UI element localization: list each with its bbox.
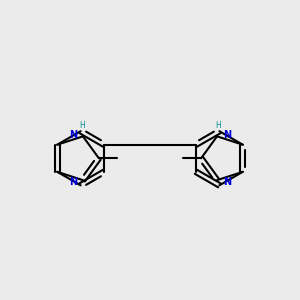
Text: N: N (223, 130, 231, 140)
Text: H: H (215, 122, 220, 130)
Text: N: N (223, 177, 231, 187)
Text: N: N (69, 177, 77, 187)
Text: N: N (69, 130, 77, 140)
Text: H: H (80, 122, 85, 130)
